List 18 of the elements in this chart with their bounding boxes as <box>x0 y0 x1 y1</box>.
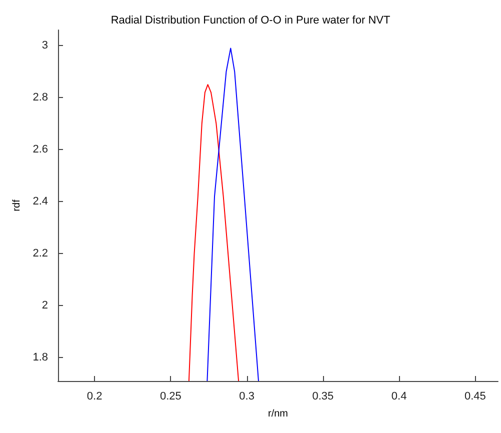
x-tick-label: 0.25 <box>160 390 182 402</box>
x-tick-label: 0.3 <box>239 390 254 402</box>
y-tick-label: 3 <box>42 40 48 52</box>
y-tick-label: 2 <box>42 300 48 312</box>
line-series <box>206 48 260 382</box>
y-tick-label: 2.6 <box>32 144 48 156</box>
y-tick-label: 2.4 <box>32 196 48 208</box>
x-tick-label: 0.45 <box>464 390 486 402</box>
x-tick-label: 0.4 <box>391 390 407 402</box>
chart-title: Radial Distribution Function of O-O in Pure water for NVT <box>110 14 390 26</box>
x-tick-label: 0.2 <box>86 390 102 402</box>
x-axis-title: r/nm <box>268 408 288 420</box>
y-axis-title: rdf <box>11 199 22 212</box>
y-tick-label: 1.8 <box>32 352 48 364</box>
x-tick-label: 0.35 <box>312 390 334 402</box>
line-series <box>188 84 240 382</box>
y-tick-label: 2.2 <box>32 248 48 260</box>
y-tick-label: 2.8 <box>32 92 48 104</box>
